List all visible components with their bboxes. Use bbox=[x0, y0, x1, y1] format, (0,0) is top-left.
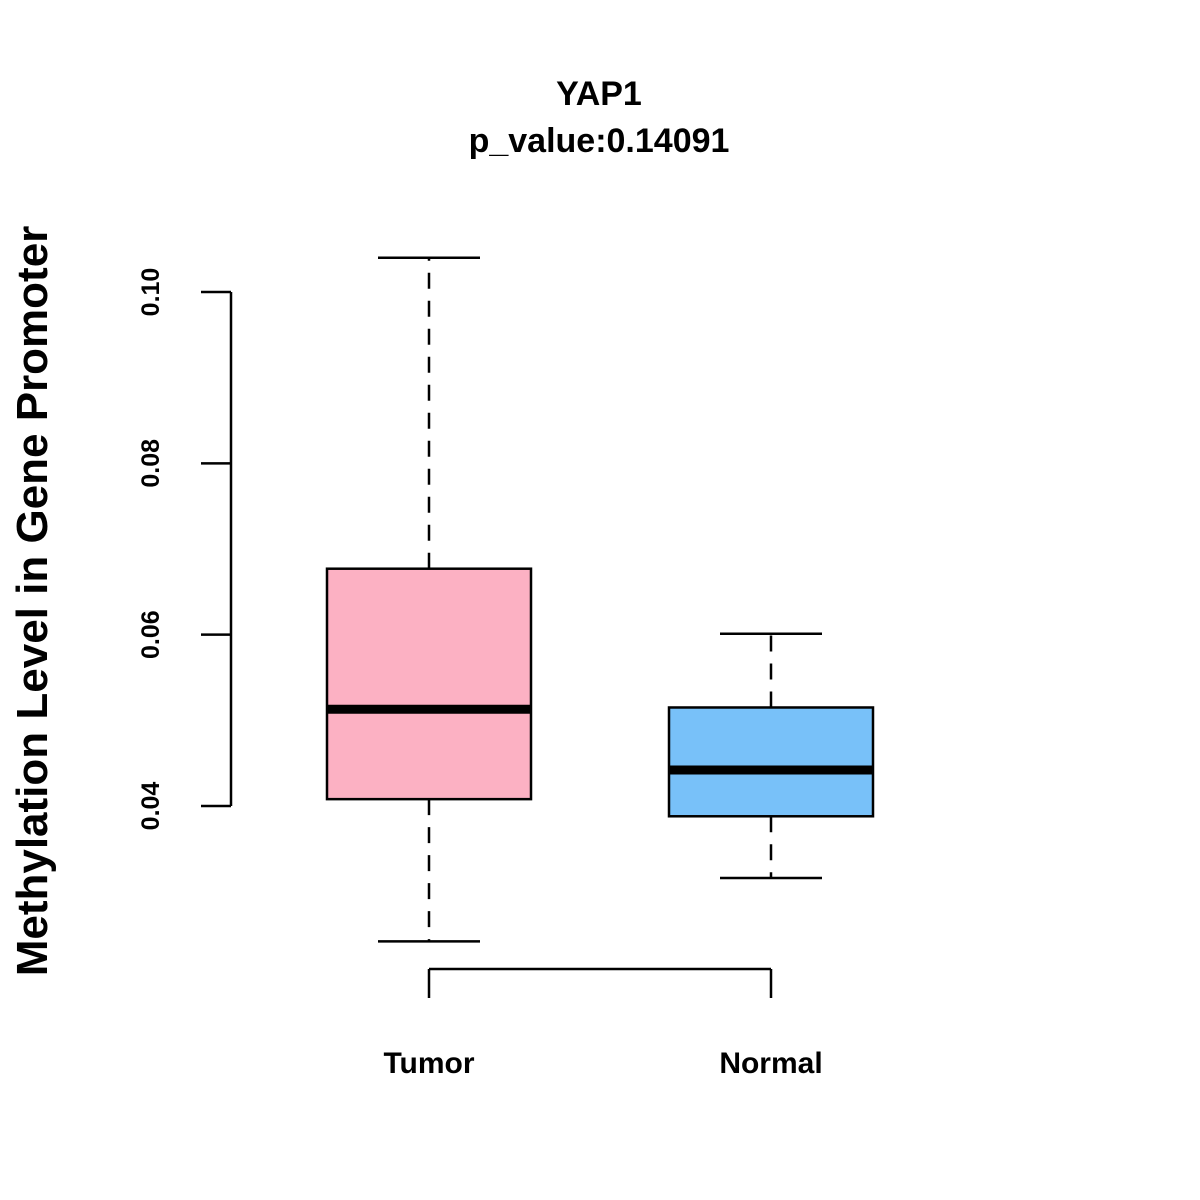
chart-title: YAP1 bbox=[556, 75, 642, 113]
y-tick-label: 0.08 bbox=[137, 439, 165, 488]
y-tick-label: 0.10 bbox=[137, 268, 165, 317]
iqr-box bbox=[325, 567, 533, 801]
y-axis: 0.04 0.06 0.08 0.10 bbox=[137, 268, 233, 831]
y-tick-label: 0.04 bbox=[137, 782, 165, 831]
chart-subtitle: p_value:0.14091 bbox=[469, 122, 730, 160]
y-tick-label: 0.06 bbox=[137, 610, 165, 659]
box-normal bbox=[667, 632, 875, 880]
iqr-box bbox=[667, 706, 875, 818]
x-axis: Tumor Normal bbox=[383, 967, 823, 1080]
x-tick-label-normal: Normal bbox=[719, 1047, 822, 1080]
x-tick-label-tumor: Tumor bbox=[383, 1047, 474, 1080]
box-group bbox=[325, 256, 875, 943]
box-tumor bbox=[325, 256, 533, 943]
y-axis-label: Methylation Level in Gene Promoter bbox=[8, 226, 57, 977]
